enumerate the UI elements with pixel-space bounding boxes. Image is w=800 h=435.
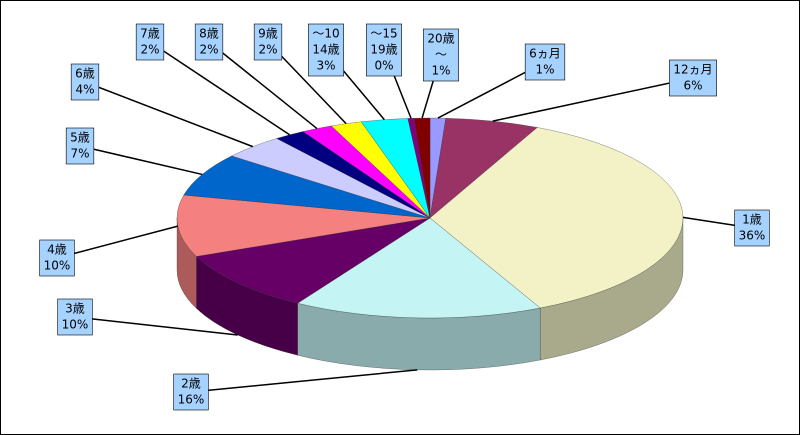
data-label: 5歳	[70, 131, 90, 145]
leader-line	[56, 225, 179, 259]
label-box	[173, 373, 209, 411]
data-label: 3%	[316, 59, 335, 73]
data-label: 4%	[75, 83, 94, 97]
data-label: 1歳	[742, 213, 762, 227]
leader-line	[84, 81, 254, 148]
label-box	[57, 298, 93, 336]
leader-line	[79, 145, 203, 176]
data-label: 7%	[70, 147, 89, 161]
data-label: 12ヵ月	[673, 63, 712, 77]
label-box	[734, 209, 770, 247]
data-label: 6ヵ月	[529, 47, 561, 61]
data-label: 2%	[199, 43, 218, 57]
label-box	[366, 23, 402, 77]
label-box	[39, 239, 75, 277]
data-label: 6%	[683, 79, 702, 93]
data-label: 20歳	[427, 32, 454, 46]
data-label: 3歳	[65, 302, 85, 316]
leader-line	[149, 41, 291, 136]
data-label: ～	[435, 48, 447, 62]
data-label: 2%	[140, 43, 159, 57]
data-label: 0%	[374, 59, 393, 73]
data-label: 2歳	[181, 377, 201, 391]
data-label: 14歳	[312, 43, 339, 57]
data-label: 4歳	[47, 243, 67, 257]
data-label: ～15	[370, 27, 397, 41]
data-label: 7歳	[140, 27, 160, 41]
data-label: 1%	[535, 63, 554, 77]
pie-slice	[183, 155, 431, 219]
data-label: 10%	[44, 259, 71, 273]
data-label: 1%	[431, 64, 450, 78]
leader-line	[208, 41, 318, 130]
data-label: 2%	[258, 43, 277, 57]
leader-line	[492, 77, 694, 122]
label-box	[423, 28, 459, 82]
data-label: 16%	[178, 393, 205, 407]
label-box	[253, 23, 283, 61]
label-box	[135, 23, 165, 61]
label-box	[524, 43, 566, 81]
label-box	[308, 23, 344, 77]
leader-line	[74, 316, 238, 336]
leader-line	[190, 369, 418, 393]
pie-slice	[429, 127, 684, 309]
data-label: 6歳	[75, 67, 95, 81]
data-label: ～10	[312, 27, 339, 41]
data-label: 36%	[739, 229, 766, 243]
pie-slice	[414, 117, 431, 219]
label-box	[70, 63, 100, 101]
label-box	[194, 23, 224, 61]
pie-slice	[297, 217, 541, 319]
data-label: 10%	[62, 318, 89, 332]
data-label: 8歳	[199, 27, 219, 41]
data-label: 19歳	[370, 43, 397, 57]
label-box	[65, 127, 95, 165]
data-label: 9歳	[258, 27, 278, 41]
label-box	[669, 59, 717, 97]
